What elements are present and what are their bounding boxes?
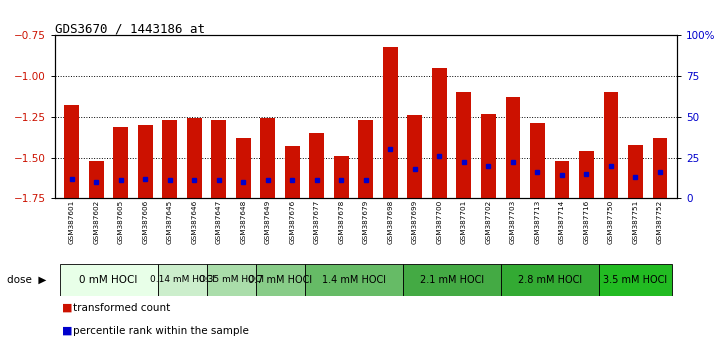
Bar	[481, 114, 496, 198]
Text: GSM387701: GSM387701	[461, 199, 467, 244]
FancyBboxPatch shape	[157, 264, 207, 296]
Bar	[285, 146, 300, 198]
FancyBboxPatch shape	[598, 264, 672, 296]
Bar	[261, 119, 275, 198]
Bar	[456, 92, 471, 198]
FancyBboxPatch shape	[207, 264, 256, 296]
Bar	[383, 47, 397, 198]
Bar	[604, 92, 618, 198]
Text: 3.5 mM HOCl: 3.5 mM HOCl	[604, 275, 668, 285]
Text: percentile rank within the sample: percentile rank within the sample	[73, 326, 249, 336]
Text: GSM387602: GSM387602	[93, 199, 99, 244]
Text: 0.14 mM HOCl: 0.14 mM HOCl	[149, 275, 215, 284]
Text: GSM387676: GSM387676	[289, 199, 296, 244]
Bar	[162, 120, 177, 198]
Text: GSM387679: GSM387679	[363, 199, 369, 244]
Text: 0.35 mM HOCl: 0.35 mM HOCl	[199, 275, 264, 284]
Text: 2.8 mM HOCl: 2.8 mM HOCl	[518, 275, 582, 285]
Bar	[187, 119, 202, 198]
Bar	[408, 115, 422, 198]
Bar	[358, 120, 373, 198]
FancyBboxPatch shape	[60, 264, 157, 296]
Bar	[211, 120, 226, 198]
Text: transformed count: transformed count	[73, 303, 170, 313]
Text: GSM387677: GSM387677	[314, 199, 320, 244]
Text: GSM387645: GSM387645	[167, 199, 173, 244]
Text: GSM387752: GSM387752	[657, 199, 663, 244]
Text: GSM387649: GSM387649	[265, 199, 271, 244]
Text: 2.1 mM HOCl: 2.1 mM HOCl	[419, 275, 483, 285]
Text: GSM387601: GSM387601	[68, 199, 75, 244]
Text: GSM387703: GSM387703	[510, 199, 516, 244]
Text: GSM387716: GSM387716	[583, 199, 590, 244]
Text: GSM387647: GSM387647	[215, 199, 222, 244]
Text: GSM387751: GSM387751	[633, 199, 638, 244]
Text: ■: ■	[62, 303, 72, 313]
Bar	[652, 138, 668, 198]
Bar	[432, 68, 447, 198]
FancyBboxPatch shape	[501, 264, 598, 296]
Text: ■: ■	[62, 326, 72, 336]
Text: GSM387714: GSM387714	[559, 199, 565, 244]
Bar	[89, 161, 103, 198]
Bar	[236, 138, 250, 198]
Bar	[505, 97, 521, 198]
FancyBboxPatch shape	[256, 264, 304, 296]
Bar	[114, 127, 128, 198]
Bar	[628, 144, 643, 198]
Text: GSM387713: GSM387713	[534, 199, 540, 244]
Bar	[530, 123, 545, 198]
Text: GSM387605: GSM387605	[118, 199, 124, 244]
Bar	[309, 133, 324, 198]
Text: GSM387678: GSM387678	[339, 199, 344, 244]
Bar	[138, 125, 153, 198]
FancyBboxPatch shape	[304, 264, 403, 296]
Text: GSM387606: GSM387606	[142, 199, 149, 244]
Text: GSM387699: GSM387699	[412, 199, 418, 244]
Text: GSM387646: GSM387646	[191, 199, 197, 244]
Text: 0.7 mM HOCl: 0.7 mM HOCl	[248, 275, 312, 285]
Bar	[555, 161, 569, 198]
Text: GSM387750: GSM387750	[608, 199, 614, 244]
Text: 0 mM HOCl: 0 mM HOCl	[79, 275, 138, 285]
Text: 1.4 mM HOCl: 1.4 mM HOCl	[322, 275, 386, 285]
Bar	[64, 105, 79, 198]
Text: GDS3670 / 1443186_at: GDS3670 / 1443186_at	[55, 22, 205, 35]
Text: dose  ▶: dose ▶	[7, 275, 47, 285]
Text: GSM387648: GSM387648	[240, 199, 246, 244]
Bar	[334, 156, 349, 198]
Bar	[579, 151, 594, 198]
Text: GSM387700: GSM387700	[436, 199, 443, 244]
Text: GSM387698: GSM387698	[387, 199, 393, 244]
FancyBboxPatch shape	[403, 264, 501, 296]
Text: GSM387702: GSM387702	[486, 199, 491, 244]
